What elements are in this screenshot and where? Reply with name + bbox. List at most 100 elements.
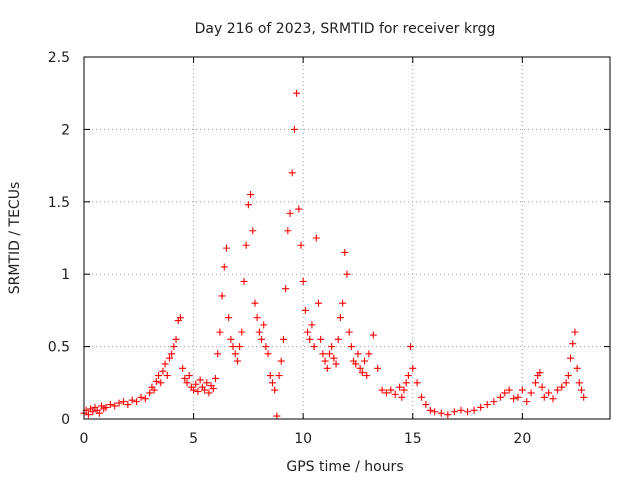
plot-frame	[83, 56, 611, 420]
data-point	[501, 389, 509, 397]
data-point	[106, 401, 114, 409]
data-point	[308, 321, 316, 329]
data-point	[288, 169, 296, 177]
data-point	[249, 227, 257, 235]
data-point	[518, 386, 526, 394]
data-point	[157, 379, 165, 387]
data-point	[273, 412, 281, 420]
data-point	[341, 248, 349, 256]
data-point	[457, 406, 465, 414]
data-point	[95, 409, 103, 417]
data-point	[477, 403, 485, 411]
data-point	[185, 372, 193, 380]
data-point	[297, 241, 305, 249]
grid-layer	[84, 57, 610, 419]
data-point	[212, 374, 219, 382]
data-point	[150, 386, 158, 394]
data-point	[400, 386, 408, 394]
data-point	[336, 314, 344, 322]
data-point	[387, 386, 395, 394]
data-point	[382, 389, 390, 397]
data-point	[426, 406, 434, 414]
chart-title: Day 216 of 2023, SRMTID for receiver krg…	[195, 21, 496, 37]
data-point	[369, 331, 377, 339]
data-point	[321, 357, 329, 365]
data-point	[222, 244, 230, 252]
data-point	[407, 343, 415, 351]
data-point	[236, 343, 244, 351]
data-point	[190, 386, 198, 394]
data-point	[275, 372, 283, 380]
data-point	[84, 411, 92, 419]
data-point	[170, 343, 178, 351]
data-point	[146, 389, 154, 397]
data-point	[304, 328, 312, 336]
data-point	[319, 350, 327, 358]
data-point	[470, 406, 478, 414]
data-point	[571, 328, 579, 336]
data-point	[271, 386, 279, 394]
data-point	[558, 383, 566, 391]
data-point	[580, 393, 588, 401]
data-point	[183, 379, 191, 387]
data-point	[163, 372, 171, 380]
data-point	[312, 234, 320, 242]
y-tick-label: 2	[61, 122, 70, 138]
y-tick-label: 1.5	[48, 195, 70, 211]
data-point	[196, 376, 204, 384]
data-point	[343, 270, 351, 278]
data-point	[299, 277, 307, 285]
data-point	[203, 379, 211, 387]
data-point	[181, 374, 189, 382]
data-point	[137, 393, 145, 401]
data-point	[301, 306, 309, 314]
data-point	[328, 343, 336, 351]
data-point	[227, 335, 235, 343]
data-point	[549, 395, 557, 403]
data-point	[339, 299, 347, 307]
data-point	[152, 377, 160, 385]
data-point	[284, 227, 292, 235]
data-point	[378, 386, 386, 394]
y-axis-label: SRMTID / TECUs	[7, 182, 23, 295]
data-point	[354, 350, 362, 358]
data-point	[418, 393, 426, 401]
data-point	[545, 389, 553, 397]
data-point	[231, 350, 239, 358]
data-point	[111, 402, 119, 410]
data-point	[310, 343, 318, 351]
data-point	[431, 408, 439, 416]
data-point	[192, 380, 200, 388]
data-point	[247, 191, 255, 199]
y-tick-label: 0	[61, 412, 70, 428]
data-point	[290, 125, 298, 133]
data-point	[391, 390, 399, 398]
data-point	[233, 357, 241, 365]
data-point	[295, 205, 303, 213]
data-point	[165, 354, 173, 362]
data-point	[293, 89, 301, 97]
data-point	[514, 393, 522, 401]
data-points	[80, 89, 588, 420]
data-point	[402, 379, 410, 387]
data-point	[115, 399, 123, 407]
data-point	[159, 367, 167, 375]
x-tick-label: 20	[513, 431, 531, 447]
data-point	[352, 360, 360, 368]
data-point	[268, 379, 276, 387]
data-point	[578, 386, 586, 394]
data-point	[496, 393, 504, 401]
data-point	[505, 386, 513, 394]
data-point	[404, 372, 412, 380]
data-point	[286, 209, 294, 217]
data-point	[531, 379, 539, 387]
data-point	[437, 409, 445, 417]
data-point	[317, 335, 325, 343]
data-point	[444, 411, 452, 419]
data-point	[523, 398, 531, 406]
data-point	[345, 328, 353, 336]
data-point	[209, 385, 217, 393]
data-point	[225, 314, 233, 322]
x-tick-label: 5	[189, 431, 198, 447]
